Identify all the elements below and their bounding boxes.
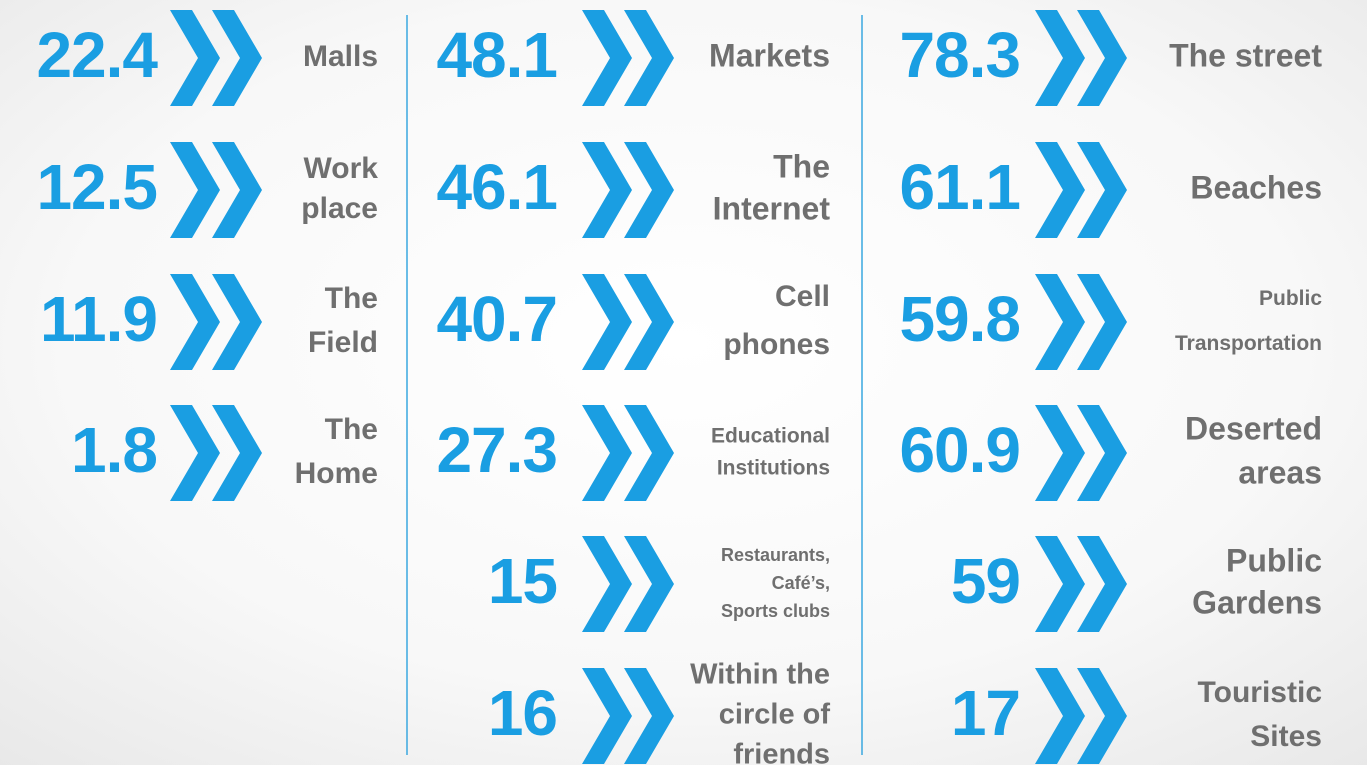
label: Public: [1259, 287, 1322, 310]
value: 22.4: [36, 19, 158, 91]
label: Gardens: [1192, 584, 1322, 620]
label: Field: [308, 326, 378, 359]
label: Educational: [711, 425, 830, 448]
value: 46.1: [436, 151, 557, 223]
label: The: [325, 282, 378, 315]
chevron-icon: [1035, 274, 1127, 370]
chevron-icon: [582, 10, 674, 106]
label: phones: [723, 328, 830, 361]
label: Deserted: [1185, 410, 1322, 446]
chevron-icon: [1035, 536, 1127, 632]
label: Transportation: [1175, 332, 1322, 355]
chevron-icon: [170, 274, 262, 370]
value: 11.9: [40, 283, 157, 355]
label: Sites: [1250, 720, 1322, 753]
chevron-icon: [582, 405, 674, 501]
value: 78.3: [899, 19, 1020, 91]
label: Cell: [775, 280, 830, 313]
chevron-icon: [1035, 668, 1127, 764]
label: areas: [1238, 454, 1322, 490]
label: The street: [1169, 37, 1322, 73]
label: Malls: [303, 40, 378, 73]
label: Public: [1226, 542, 1322, 578]
value: 59.8: [899, 283, 1020, 355]
label: Touristic: [1198, 676, 1322, 709]
chevron-icon: [170, 405, 262, 501]
value: 12.5: [36, 151, 157, 223]
chevron-icon: [170, 10, 262, 106]
chevron-icon: [582, 142, 674, 238]
value: 17: [951, 677, 1020, 749]
label: circle of: [719, 699, 831, 731]
label: Beaches: [1190, 169, 1322, 205]
label: Café’s,: [772, 573, 830, 593]
chevron-icon: [170, 142, 262, 238]
label: Work: [304, 152, 379, 185]
label: Sports clubs: [721, 601, 830, 621]
label: The: [773, 148, 830, 184]
value: 48.1: [436, 19, 557, 91]
value: 16: [488, 677, 557, 749]
value: 59: [951, 545, 1020, 617]
label: Internet: [713, 190, 831, 226]
label: Restaurants,: [721, 545, 830, 565]
label: Markets: [709, 37, 830, 73]
chevron-icon: [582, 536, 674, 632]
value: 40.7: [436, 283, 557, 355]
chevron-icon: [1035, 142, 1127, 238]
chevron-icon: [582, 668, 674, 764]
value: 61.1: [899, 151, 1020, 223]
value: 1.8: [71, 414, 157, 486]
label: Home: [295, 457, 378, 490]
chevron-icon: [582, 274, 674, 370]
label: friends: [733, 739, 830, 765]
value: 15: [488, 545, 557, 617]
chevron-icon: [1035, 10, 1127, 106]
value: 60.9: [899, 414, 1020, 486]
value: 27.3: [436, 414, 557, 486]
label: place: [301, 192, 378, 225]
label: Within the: [690, 659, 830, 691]
label: Institutions: [717, 457, 830, 480]
label: The: [325, 413, 378, 446]
chevron-icon: [1035, 405, 1127, 501]
